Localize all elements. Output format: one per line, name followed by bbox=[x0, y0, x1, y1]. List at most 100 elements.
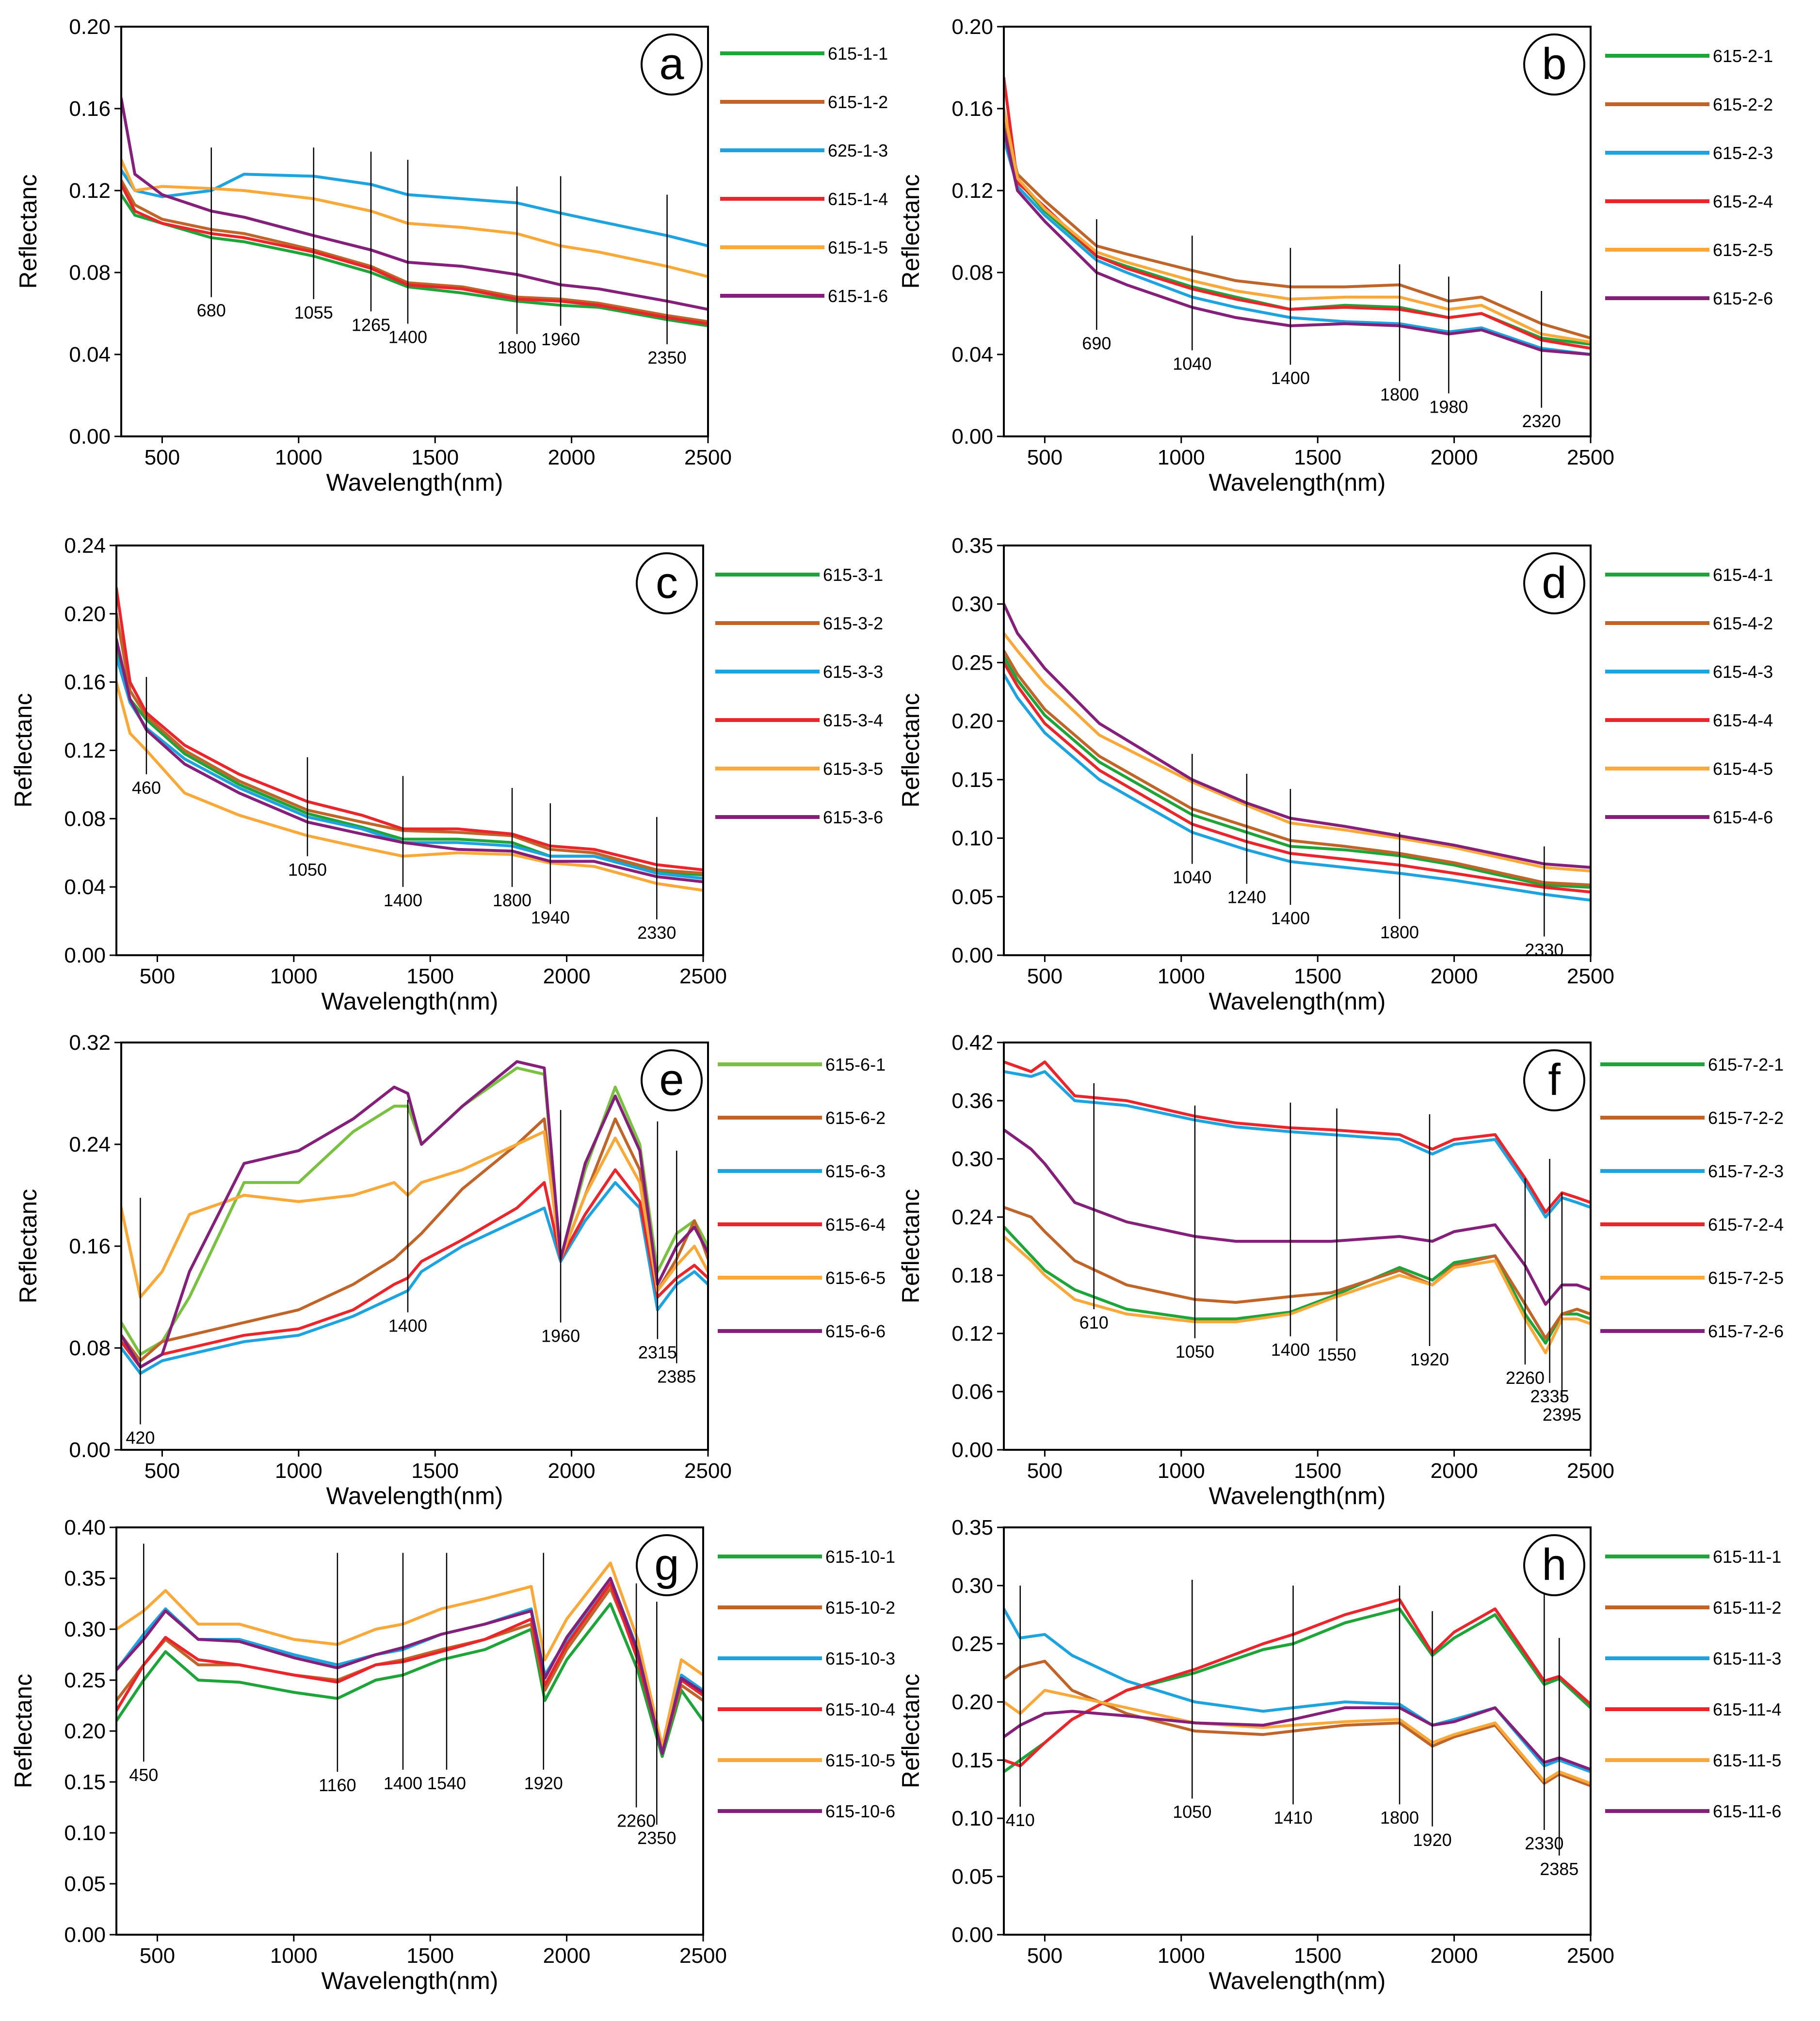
legend-label: 615-3-3 bbox=[823, 662, 883, 682]
series-line-615-1-2 bbox=[121, 178, 708, 323]
legend-label: 615-10-3 bbox=[825, 1649, 895, 1668]
series-line-615-7-2-6 bbox=[1004, 1128, 1591, 1306]
legend-label: 615-2-1 bbox=[1713, 46, 1773, 66]
x-tick-label: 1500 bbox=[406, 964, 454, 988]
plot-frame bbox=[1003, 545, 1592, 956]
series-line-615-1-4 bbox=[121, 183, 708, 325]
annotation-label-1960: 1960 bbox=[541, 1326, 580, 1346]
legend-label: 615-11-6 bbox=[1713, 1801, 1781, 1821]
series-line-615-4-2 bbox=[1004, 649, 1591, 887]
x-tick-label: 1500 bbox=[1294, 1944, 1341, 1968]
legend-label: 615-11-2 bbox=[1713, 1598, 1781, 1618]
annotation-label-690: 690 bbox=[1082, 333, 1111, 353]
y-tick-label: 0.30 bbox=[64, 1618, 106, 1641]
plot-frame bbox=[1003, 26, 1592, 437]
legend-label: 615-7-2-6 bbox=[1708, 1321, 1784, 1341]
legend-label: 615-10-5 bbox=[825, 1750, 895, 1770]
y-tick-label: 0.30 bbox=[951, 1147, 993, 1171]
series-line-615-7-2-3 bbox=[1004, 1070, 1591, 1219]
x-tick-label: 2500 bbox=[1567, 446, 1614, 469]
legend-label: 615-6-4 bbox=[825, 1215, 886, 1235]
y-axis-title: Reflectanc bbox=[897, 1189, 924, 1303]
annotation-label-1265: 1265 bbox=[352, 315, 390, 335]
series-line-615-10-6 bbox=[116, 1577, 703, 1755]
x-tick-label: 500 bbox=[145, 1459, 180, 1483]
y-tick-label: 0.32 bbox=[69, 1031, 111, 1055]
y-tick-label: 0.20 bbox=[951, 15, 993, 39]
y-tick-label: 0.20 bbox=[951, 709, 993, 733]
annotation-label-1400: 1400 bbox=[1271, 908, 1310, 928]
series-line-615-6-3 bbox=[121, 1181, 708, 1375]
panel-letter: g bbox=[654, 1540, 679, 1589]
annotation-label-1240: 1240 bbox=[1227, 887, 1266, 907]
x-tick-label: 500 bbox=[145, 446, 180, 469]
x-tick-label: 2000 bbox=[1431, 1944, 1478, 1968]
annotation-label-2385: 2385 bbox=[657, 1367, 696, 1387]
x-axis-title: Wavelength(nm) bbox=[1209, 988, 1386, 1015]
panel-letter-circle bbox=[636, 552, 698, 614]
annotation-label-1050: 1050 bbox=[288, 860, 327, 880]
y-tick-label: 0.12 bbox=[69, 179, 111, 203]
annotation-label-2260: 2260 bbox=[1506, 1368, 1545, 1388]
x-tick-label: 2500 bbox=[684, 446, 732, 469]
annotation-label-2335: 2335 bbox=[1530, 1386, 1569, 1406]
annotation-label-1400: 1400 bbox=[1271, 1340, 1310, 1360]
y-tick-label: 0.05 bbox=[951, 885, 993, 909]
x-axis-title: Wavelength(nm) bbox=[1209, 1482, 1386, 1509]
y-tick-label: 0.06 bbox=[951, 1380, 993, 1404]
series-group bbox=[121, 1060, 708, 1375]
y-tick-label: 0.12 bbox=[951, 179, 993, 203]
series-line-615-2-1 bbox=[1004, 128, 1591, 346]
series-line-615-2-3 bbox=[1004, 138, 1591, 356]
x-tick-label: 500 bbox=[1027, 1459, 1063, 1483]
legend-label: 615-6-6 bbox=[825, 1321, 886, 1341]
x-tick-label: 1500 bbox=[406, 1944, 454, 1968]
annotation-label-1040: 1040 bbox=[1173, 354, 1211, 374]
annotation-label-1960: 1960 bbox=[541, 329, 580, 349]
annotation-label-1400: 1400 bbox=[1271, 368, 1310, 388]
y-tick-label: 0.35 bbox=[951, 1516, 993, 1540]
series-line-615-11-5 bbox=[1004, 1689, 1591, 1785]
series-line-615-10-4 bbox=[116, 1582, 703, 1753]
series-line-615-1-6 bbox=[121, 96, 708, 311]
y-axis-title: Reflectanc bbox=[15, 174, 42, 289]
y-tick-label: 0.20 bbox=[64, 602, 106, 626]
annotation-label-410: 410 bbox=[1006, 1810, 1035, 1830]
annotation-label-2315: 2315 bbox=[638, 1343, 677, 1363]
y-tick-label: 0.15 bbox=[951, 768, 993, 792]
legend-label: 625-1-3 bbox=[828, 141, 888, 160]
y-tick-label: 0.10 bbox=[951, 827, 993, 850]
y-tick-label: 0.16 bbox=[64, 671, 106, 694]
x-tick-label: 1000 bbox=[1158, 964, 1205, 988]
x-axis-title: Wavelength(nm) bbox=[1209, 469, 1386, 496]
series-group bbox=[116, 587, 703, 892]
y-axis-title: Reflectanc bbox=[10, 693, 37, 807]
y-tick-label: 0.00 bbox=[64, 1923, 106, 1947]
annotation-label-1800: 1800 bbox=[493, 890, 532, 910]
x-tick-label: 2000 bbox=[543, 964, 591, 988]
annotation-label-610: 610 bbox=[1079, 1313, 1109, 1332]
x-tick-label: 500 bbox=[140, 964, 175, 988]
panel-letter-circle bbox=[1523, 33, 1585, 96]
x-tick-label: 1000 bbox=[270, 1944, 318, 1968]
annotation-label-1800: 1800 bbox=[498, 337, 536, 357]
y-tick-label: 0.24 bbox=[951, 1205, 993, 1229]
x-tick-label: 2000 bbox=[1431, 1459, 1478, 1483]
panel-letter: e bbox=[659, 1055, 684, 1105]
y-tick-label: 0.20 bbox=[69, 15, 111, 39]
x-tick-label: 2500 bbox=[1567, 1944, 1614, 1968]
y-tick-label: 0.18 bbox=[951, 1264, 993, 1287]
y-axis-title: Reflectanc bbox=[15, 1189, 42, 1303]
legend-label: 615-6-1 bbox=[825, 1055, 886, 1075]
y-tick-label: 0.00 bbox=[951, 425, 993, 449]
annotation-label-1920: 1920 bbox=[524, 1773, 563, 1793]
panel-letter: c bbox=[656, 558, 678, 608]
series-group bbox=[121, 96, 708, 327]
annotation-label-450: 450 bbox=[129, 1765, 158, 1785]
annotation-label-1980: 1980 bbox=[1429, 397, 1468, 417]
series-line-615-4-3 bbox=[1004, 673, 1591, 902]
y-tick-label: 0.05 bbox=[64, 1872, 106, 1896]
panel-letter-circle bbox=[641, 1049, 703, 1111]
y-tick-label: 0.00 bbox=[951, 1438, 993, 1462]
